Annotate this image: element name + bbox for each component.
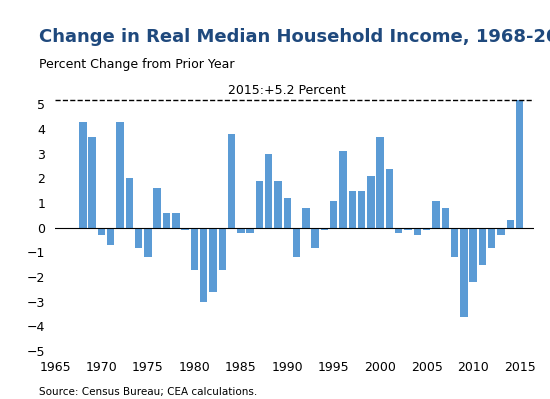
Bar (200, 228, 207, 302)
Bar (135, 228, 142, 247)
Bar (377, 136, 384, 228)
Bar (265, 154, 272, 228)
Bar (256, 181, 263, 228)
Bar (302, 208, 310, 228)
Bar (404, 228, 412, 230)
Bar (339, 151, 347, 228)
Bar (237, 228, 245, 233)
Bar (497, 228, 505, 235)
Bar (163, 213, 170, 228)
Bar (423, 228, 430, 230)
Text: Source: Census Bureau; CEA calculations.: Source: Census Bureau; CEA calculations. (39, 387, 257, 397)
Bar (358, 191, 365, 228)
Bar (144, 228, 152, 257)
Bar (349, 191, 356, 228)
Bar (460, 228, 468, 316)
Bar (153, 188, 161, 228)
Bar (293, 228, 300, 257)
Bar (516, 99, 523, 228)
Bar (330, 201, 338, 228)
Text: Percent Change from Prior Year: Percent Change from Prior Year (39, 58, 234, 71)
Bar (246, 228, 254, 233)
Bar (507, 220, 514, 228)
Bar (311, 228, 319, 247)
Text: Change in Real Median Household Income, 1968-2015: Change in Real Median Household Income, … (39, 28, 550, 46)
Bar (284, 198, 291, 228)
Bar (172, 213, 179, 228)
Bar (107, 228, 114, 245)
Bar (432, 201, 439, 228)
Bar (488, 228, 496, 247)
Bar (386, 169, 393, 228)
Bar (218, 228, 226, 270)
Bar (451, 228, 458, 257)
Bar (228, 134, 235, 228)
Bar (182, 228, 189, 230)
Bar (125, 178, 133, 228)
Bar (89, 136, 96, 228)
Bar (395, 228, 403, 233)
Bar (116, 122, 124, 228)
Bar (79, 122, 86, 228)
Bar (367, 176, 375, 228)
Bar (442, 208, 449, 228)
Bar (209, 228, 217, 292)
Bar (469, 228, 477, 282)
Bar (321, 228, 328, 230)
Bar (274, 181, 282, 228)
Bar (191, 228, 198, 270)
Bar (414, 228, 421, 235)
Bar (478, 228, 486, 265)
Bar (98, 228, 105, 235)
Text: 2015:+5.2 Percent: 2015:+5.2 Percent (228, 83, 346, 97)
